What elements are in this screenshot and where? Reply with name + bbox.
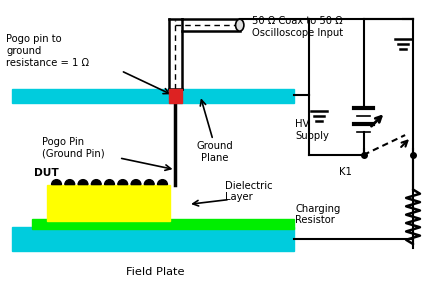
- Wedge shape: [131, 180, 141, 185]
- Text: Dielectric
Layer: Dielectric Layer: [225, 181, 272, 202]
- Text: Pogo pin to
ground
resistance = 1 Ω: Pogo pin to ground resistance = 1 Ω: [6, 34, 89, 67]
- Text: Ground
Plane: Ground Plane: [197, 141, 233, 163]
- Wedge shape: [65, 180, 75, 185]
- Wedge shape: [105, 180, 114, 185]
- Wedge shape: [91, 180, 101, 185]
- Bar: [12, 88, 294, 103]
- Text: 50 Ω Coax to 50 Ω
Oscilloscope Input: 50 Ω Coax to 50 Ω Oscilloscope Input: [252, 16, 343, 38]
- Text: DUT: DUT: [34, 168, 59, 178]
- Wedge shape: [144, 180, 154, 185]
- Text: HV
Supply: HV Supply: [295, 119, 329, 141]
- Text: Pogo Pin
(Ground Pin): Pogo Pin (Ground Pin): [42, 137, 104, 159]
- Bar: [170, 88, 182, 103]
- Text: K1: K1: [339, 167, 351, 177]
- Bar: [47, 185, 170, 221]
- Text: Field Plate: Field Plate: [126, 267, 185, 277]
- Text: Charging
Resistor: Charging Resistor: [295, 203, 340, 225]
- Wedge shape: [51, 180, 62, 185]
- Bar: [12, 227, 294, 251]
- Wedge shape: [118, 180, 128, 185]
- Bar: [32, 219, 294, 229]
- Wedge shape: [78, 180, 88, 185]
- Ellipse shape: [235, 19, 244, 31]
- Wedge shape: [158, 180, 167, 185]
